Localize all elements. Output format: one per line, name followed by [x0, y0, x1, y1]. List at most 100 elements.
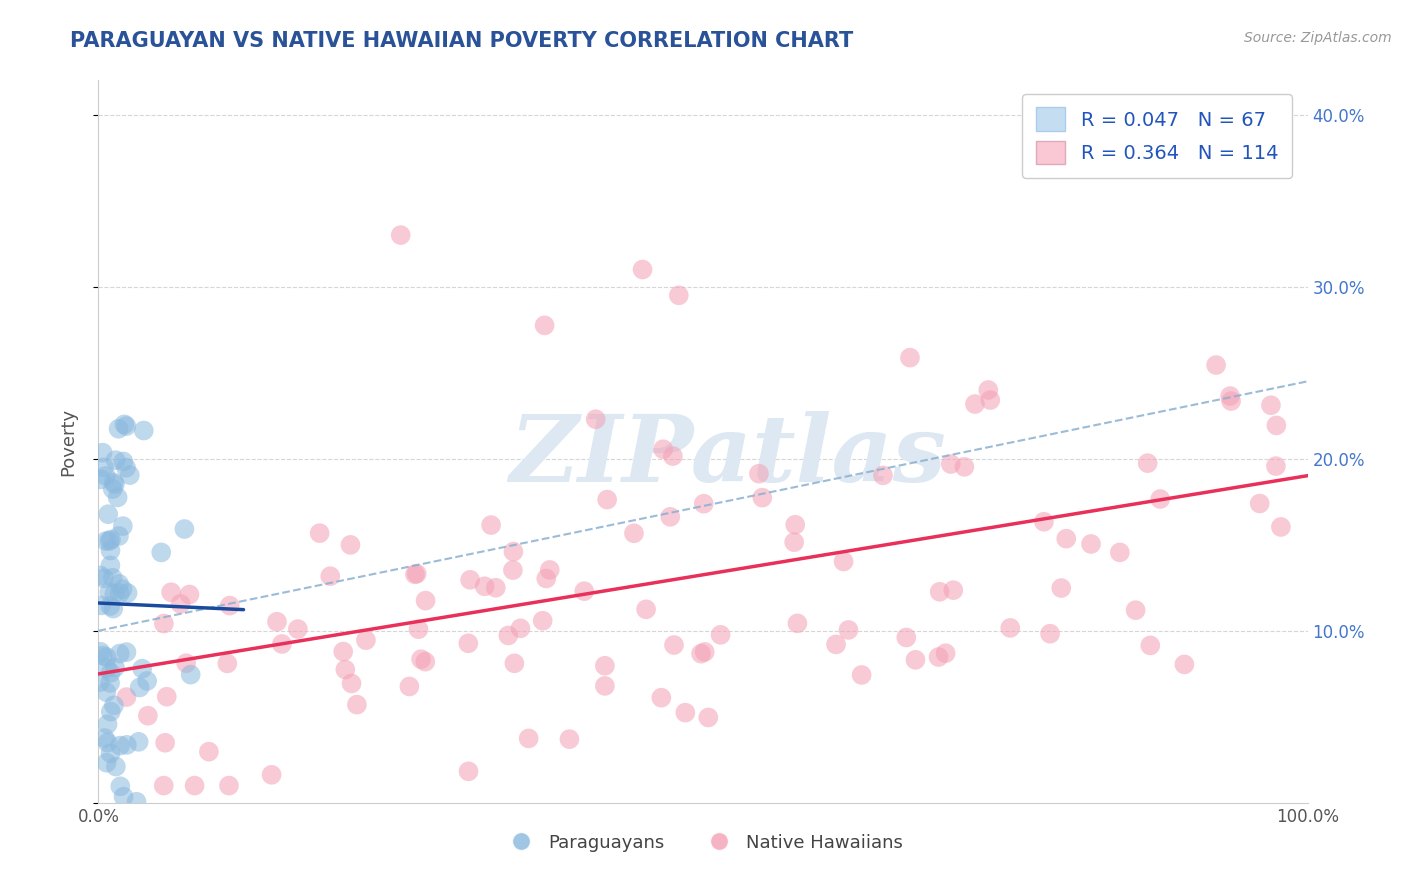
- Point: [153, 616, 176, 631]
- Point: [218, 779, 240, 793]
- Point: [346, 698, 368, 712]
- Point: [1125, 603, 1147, 617]
- Point: [538, 563, 561, 577]
- Point: [457, 764, 479, 779]
- Point: [1205, 358, 1227, 372]
- Point: [1270, 520, 1292, 534]
- Point: [89, 675, 111, 690]
- Point: [183, 779, 205, 793]
- Legend: Paraguayans, Native Hawaiians: Paraguayans, Native Hawaiians: [496, 826, 910, 859]
- Point: [1050, 581, 1073, 595]
- Point: [1054, 532, 1077, 546]
- Point: [928, 584, 950, 599]
- Point: [96, 650, 118, 665]
- Point: [533, 318, 555, 333]
- Point: [405, 566, 427, 581]
- Point: [1220, 394, 1243, 409]
- Point: [156, 690, 179, 704]
- Point: [218, 599, 240, 613]
- Point: [825, 637, 848, 651]
- Point: [558, 732, 581, 747]
- Point: [697, 710, 720, 724]
- Point: [1173, 657, 1195, 672]
- Point: [977, 383, 1000, 397]
- Point: [928, 650, 950, 665]
- Point: [1265, 418, 1288, 433]
- Point: [90, 599, 112, 613]
- Point: [131, 662, 153, 676]
- Point: [266, 615, 288, 629]
- Point: [101, 571, 124, 585]
- Point: [896, 631, 918, 645]
- Point: [287, 622, 309, 636]
- Point: [1080, 537, 1102, 551]
- Point: [174, 657, 197, 671]
- Point: [96, 661, 118, 675]
- Point: [90, 472, 112, 486]
- Point: [786, 616, 808, 631]
- Point: [502, 563, 524, 577]
- Point: [953, 459, 976, 474]
- Point: [415, 593, 437, 607]
- Point: [339, 538, 361, 552]
- Point: [107, 422, 129, 436]
- Point: [751, 491, 773, 505]
- Point: [115, 645, 138, 659]
- Point: [1032, 515, 1054, 529]
- Point: [260, 768, 283, 782]
- Point: [408, 622, 430, 636]
- Point: [160, 585, 183, 599]
- Point: [458, 573, 481, 587]
- Point: [103, 587, 125, 601]
- Point: [636, 602, 658, 616]
- Point: [96, 685, 118, 699]
- Point: [693, 645, 716, 659]
- Point: [96, 756, 118, 770]
- Point: [136, 673, 159, 688]
- Text: Source: ZipAtlas.com: Source: ZipAtlas.com: [1244, 31, 1392, 45]
- Point: [115, 738, 138, 752]
- Point: [1139, 639, 1161, 653]
- Point: [100, 705, 122, 719]
- Point: [652, 442, 675, 457]
- Point: [115, 690, 138, 704]
- Point: [128, 735, 150, 749]
- Point: [963, 397, 986, 411]
- Point: [93, 731, 115, 745]
- Point: [851, 668, 873, 682]
- Point: [97, 507, 120, 521]
- Y-axis label: Poverty: Poverty: [59, 408, 77, 475]
- Point: [935, 646, 957, 660]
- Point: [94, 534, 117, 549]
- Point: [479, 518, 502, 533]
- Point: [152, 779, 174, 793]
- Point: [502, 544, 524, 558]
- Point: [673, 706, 696, 720]
- Point: [173, 522, 195, 536]
- Point: [623, 526, 645, 541]
- Point: [108, 586, 131, 600]
- Point: [1108, 545, 1130, 559]
- Point: [593, 679, 616, 693]
- Point: [111, 582, 134, 597]
- Text: PARAGUAYAN VS NATIVE HAWAIIAN POVERTY CORRELATION CHART: PARAGUAYAN VS NATIVE HAWAIIAN POVERTY CO…: [70, 31, 853, 51]
- Point: [89, 645, 111, 659]
- Point: [1000, 621, 1022, 635]
- Point: [413, 655, 436, 669]
- Point: [100, 558, 122, 573]
- Point: [898, 351, 921, 365]
- Point: [180, 667, 202, 681]
- Point: [531, 614, 554, 628]
- Point: [100, 533, 122, 547]
- Point: [319, 569, 342, 583]
- Point: [115, 460, 138, 475]
- Point: [94, 469, 117, 483]
- Point: [89, 568, 111, 582]
- Point: [785, 517, 807, 532]
- Point: [690, 647, 713, 661]
- Point: [872, 468, 894, 483]
- Point: [596, 492, 619, 507]
- Point: [96, 717, 118, 731]
- Point: [110, 780, 132, 794]
- Point: [650, 690, 672, 705]
